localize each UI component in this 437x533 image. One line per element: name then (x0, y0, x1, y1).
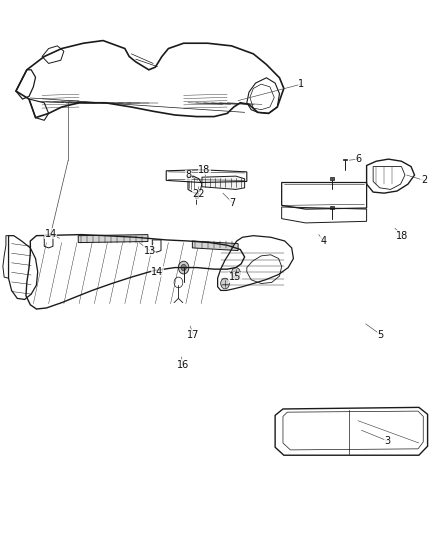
Polygon shape (343, 159, 347, 160)
Text: 16: 16 (177, 360, 189, 370)
Circle shape (221, 278, 229, 289)
Polygon shape (192, 241, 238, 251)
Text: 2: 2 (421, 175, 427, 185)
Text: 7: 7 (229, 198, 236, 208)
Text: 13: 13 (143, 246, 156, 255)
Text: 5: 5 (378, 329, 384, 340)
Text: 18: 18 (198, 165, 211, 175)
Polygon shape (329, 176, 334, 180)
Polygon shape (202, 176, 245, 189)
Circle shape (232, 268, 240, 278)
Text: 3: 3 (385, 436, 391, 446)
Text: 18: 18 (396, 231, 409, 241)
Circle shape (178, 261, 189, 274)
Text: 17: 17 (187, 329, 199, 340)
Polygon shape (329, 206, 334, 209)
Text: 15: 15 (229, 272, 241, 282)
Text: 14: 14 (45, 229, 57, 239)
Text: 4: 4 (321, 236, 327, 246)
Text: 22: 22 (193, 189, 205, 199)
Polygon shape (195, 193, 198, 198)
Circle shape (181, 264, 186, 271)
Text: 6: 6 (356, 154, 362, 164)
Text: 14: 14 (151, 267, 163, 277)
Text: 8: 8 (186, 170, 192, 180)
Text: 1: 1 (298, 79, 304, 89)
Polygon shape (78, 235, 148, 243)
